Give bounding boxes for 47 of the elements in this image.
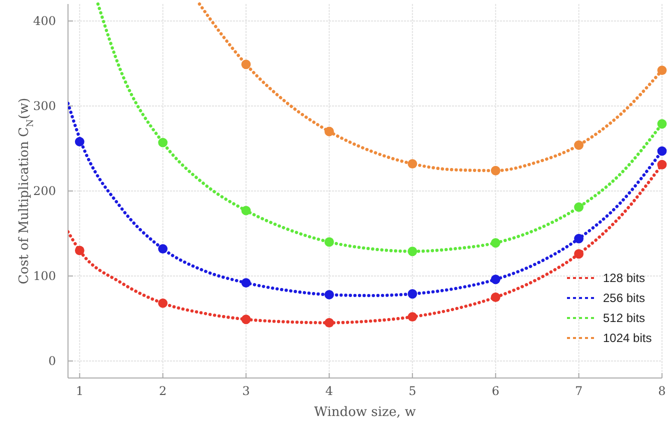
point — [408, 312, 418, 322]
y-tick-label: 200 — [33, 184, 56, 198]
legend-label: 128 bits — [603, 271, 646, 285]
x-tick-label: 1 — [76, 384, 84, 398]
legend-label: 256 bits — [603, 291, 646, 305]
point — [657, 119, 667, 129]
point — [241, 60, 251, 70]
point — [490, 238, 500, 248]
point — [408, 289, 418, 299]
point — [574, 202, 584, 212]
point — [408, 159, 418, 169]
y-tick-label: 400 — [33, 14, 56, 28]
point — [74, 136, 84, 146]
point — [158, 298, 168, 308]
point — [490, 166, 500, 176]
point — [74, 246, 84, 256]
point — [657, 66, 667, 76]
point — [241, 314, 251, 324]
x-tick-label: 3 — [242, 384, 250, 398]
x-tick-label: 7 — [574, 384, 583, 398]
point — [408, 246, 418, 256]
point — [324, 126, 334, 136]
x-tick-label: 6 — [492, 384, 500, 398]
point — [324, 318, 334, 328]
legend-label: 1024 bits — [603, 331, 652, 345]
y-tick-label: 300 — [33, 99, 56, 113]
x-axis-title: Window size, w — [314, 405, 416, 420]
point — [574, 140, 584, 150]
point — [490, 274, 500, 284]
point — [657, 146, 667, 156]
point — [324, 290, 334, 300]
point — [241, 278, 251, 288]
legend-label: 512 bits — [603, 311, 646, 325]
x-tick-label: 2 — [159, 384, 167, 398]
y-tick-label: 0 — [48, 354, 56, 368]
x-tick-label: 8 — [658, 384, 666, 398]
point — [241, 206, 251, 216]
x-tick-label: 5 — [408, 384, 416, 398]
y-tick-label: 100 — [33, 269, 56, 283]
point — [657, 160, 667, 170]
point — [574, 234, 584, 244]
point — [324, 237, 334, 247]
x-tick-label: 4 — [325, 384, 334, 398]
point — [490, 292, 500, 302]
point — [574, 249, 584, 259]
point — [158, 244, 168, 254]
point — [158, 138, 168, 148]
